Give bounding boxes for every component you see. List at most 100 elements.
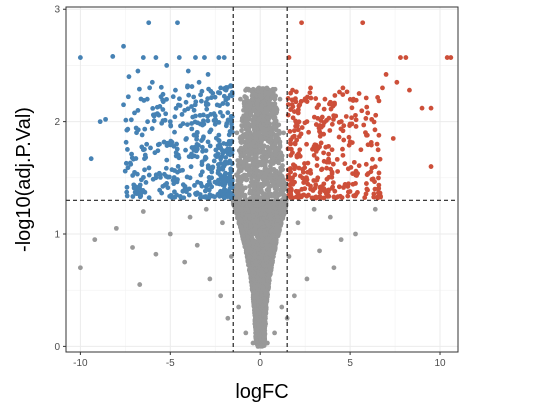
down-point [150,105,156,111]
not-significant-point [244,206,250,212]
down-point [152,150,158,156]
not-significant-point [241,172,247,178]
not-significant-point [277,205,283,211]
not-significant-point [250,208,256,214]
not-significant-point [259,154,264,160]
down-point [194,130,200,136]
down-point [142,126,148,132]
down-point [197,195,203,201]
up-point [428,164,434,169]
down-point [217,90,223,96]
not-significant-point [262,298,267,304]
up-point [290,162,296,168]
not-significant-point [248,151,254,156]
down-point [193,113,198,119]
up-point [317,144,322,150]
down-point [160,107,166,112]
down-point [196,142,201,148]
up-point [363,95,369,101]
not-significant-density-cloud [230,85,289,349]
down-point [205,96,211,102]
not-significant-point [254,338,260,344]
not_significant-point [264,340,270,346]
down-point [189,151,194,157]
up-point [296,165,302,171]
up-point [349,105,355,111]
down-point [185,84,190,90]
not-significant-point [277,140,283,146]
not-significant-point [254,158,260,164]
not-significant-point [238,218,244,224]
not-significant-point [248,271,254,277]
not-significant-point [267,130,273,136]
down-point [192,102,198,108]
not_significant-point [137,282,143,287]
up-point [288,141,294,147]
down-point [223,97,229,103]
not_significant-point [153,251,159,257]
down-point [123,139,129,145]
down-point [142,156,147,162]
not-significant-point [252,130,258,136]
x-tick-label: 10 [434,358,446,369]
down-point [121,102,126,108]
down-point [140,147,146,153]
not-significant-point [245,235,251,240]
up-point [322,96,328,102]
down-point [201,118,206,124]
not_significant-point [311,206,317,212]
x-axis-title: logFC [235,381,288,403]
y-tick-label: 0 [54,342,60,353]
not_significant-point [304,276,310,282]
down-point [228,114,234,119]
down-point [147,85,153,91]
down-point [227,181,233,186]
not-significant-point [257,130,262,136]
up-point [362,195,368,200]
not-significant-point [264,109,270,115]
up-point [375,147,381,153]
not-significant-point [253,262,259,268]
not-significant-point [278,222,283,228]
not-significant-point [247,188,253,193]
up-point [321,181,327,187]
down-point [211,158,217,164]
not-significant-point [259,270,265,276]
not-significant-point [264,187,270,193]
up-point [299,125,305,130]
not_significant-point [182,259,188,265]
not-significant-point [244,249,250,255]
not-significant-point [252,115,257,121]
not-significant-point [270,95,276,101]
up-point [317,194,323,200]
up-point [292,141,298,147]
down-point [136,86,142,92]
up-point [304,119,310,125]
up-point [317,184,323,190]
not_significant-point [140,209,146,214]
not-significant-point [251,185,257,191]
not_significant-point [207,276,213,282]
down-point [212,94,218,100]
down-point [175,169,180,175]
not-significant-point [256,237,262,243]
up-point [340,85,346,91]
up-point [374,141,380,147]
up-point [326,193,332,199]
not-significant-point [258,323,264,329]
down-point [161,171,167,177]
up-point [289,97,295,103]
down-point [201,134,206,140]
down-point [176,155,182,161]
not-significant-point [250,213,256,219]
up-point [326,151,331,157]
not-significant-point [260,303,265,309]
down-point [216,145,221,151]
not-significant-point [255,282,260,288]
up-point [394,79,400,85]
not-significant-point [235,195,241,201]
not-significant-point [255,111,261,117]
not-significant-point [251,194,256,199]
not-significant-point [264,132,270,138]
not-significant-point [238,154,244,159]
